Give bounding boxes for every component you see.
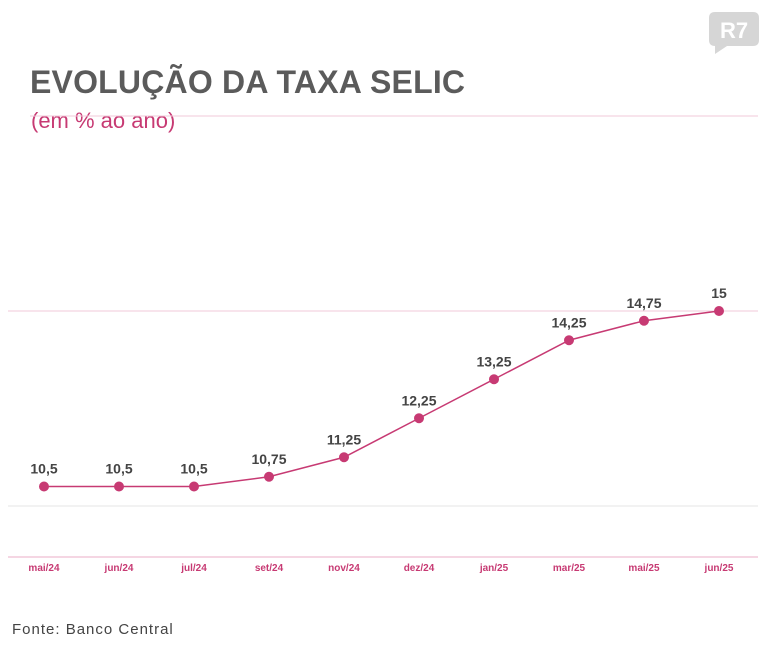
data-label: 12,25	[401, 392, 436, 408]
data-point	[114, 481, 124, 492]
source-note: Fonte: Banco Central	[12, 621, 174, 638]
data-point	[339, 452, 349, 463]
data-label: 10,5	[180, 461, 207, 477]
data-label: 13,25	[476, 353, 511, 369]
x-tick-label: mai/25	[628, 563, 660, 574]
x-tick-label: set/24	[255, 563, 284, 574]
x-tick-label: jan/25	[479, 563, 509, 574]
data-points	[39, 306, 724, 492]
x-tick-label: nov/24	[328, 563, 360, 574]
data-point	[414, 413, 424, 424]
data-point	[564, 335, 574, 346]
logo-text: R7	[720, 18, 748, 43]
data-point	[639, 315, 649, 326]
data-point	[714, 306, 724, 316]
data-label: 10,75	[251, 451, 286, 467]
gridlines	[8, 310, 758, 507]
r7-logo-icon: R7	[709, 12, 759, 54]
data-label: 14,25	[551, 314, 586, 330]
data-point	[189, 481, 199, 492]
x-tick-label: jun/24	[104, 563, 134, 574]
x-tick-label: jun/25	[704, 563, 734, 574]
x-tick-label: mai/24	[28, 563, 60, 574]
logo-badge	[709, 12, 759, 54]
data-point	[264, 471, 274, 482]
data-label: 11,25	[327, 431, 361, 447]
data-point	[489, 374, 499, 385]
x-tick-label: jul/24	[180, 563, 207, 574]
series-line	[44, 310, 720, 488]
x-tick-labels: mai/24 jun/24 jul/24 set/24 nov/24 dez/24 jan/…	[28, 563, 733, 574]
data-label: 10,5	[30, 461, 57, 477]
chart-title: EVOLUÇÃO DA TAXA SELIC	[30, 64, 466, 100]
data-label: 14,75	[626, 295, 661, 311]
x-tick-label: dez/24	[404, 563, 435, 574]
x-tick-label: mar/25	[553, 563, 586, 574]
data-label: 15	[711, 285, 727, 301]
chart-subtitle: (em % ao ano)	[31, 108, 176, 133]
data-label: 10,5	[105, 461, 132, 477]
data-labels: 10,5 10,5 10,5 10,75 11,25 12,25 13,25 14,25 14,…	[30, 285, 727, 477]
data-point	[39, 481, 49, 492]
